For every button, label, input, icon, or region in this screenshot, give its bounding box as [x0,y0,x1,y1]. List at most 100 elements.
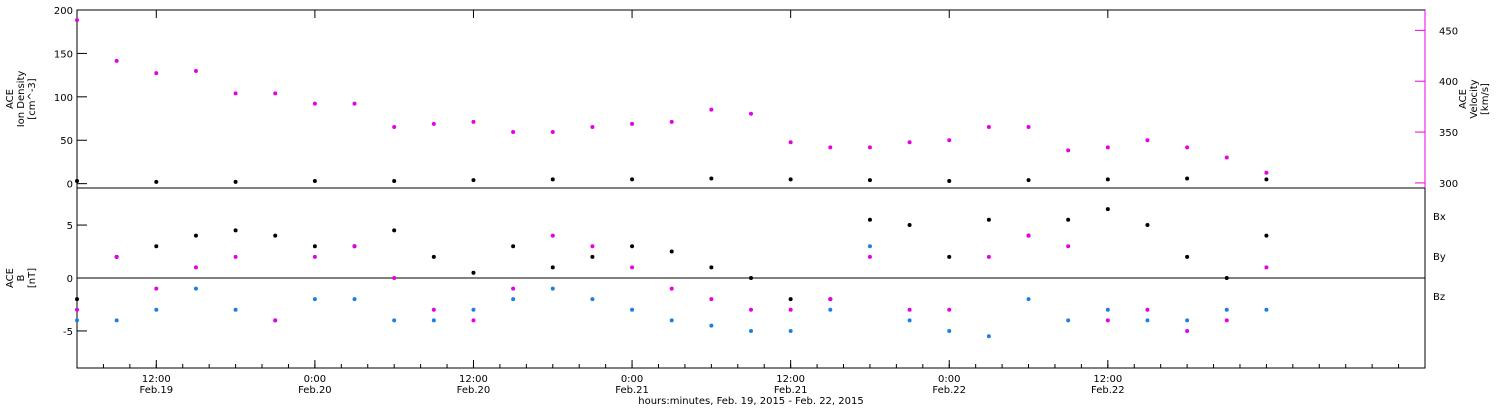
velocity-point [947,138,952,143]
bx-point [1145,223,1150,228]
velocity-point [669,119,674,124]
bz-point [1026,233,1031,238]
legend-entry: Bx [1433,212,1446,223]
bz-point [550,233,555,238]
by-point [630,307,635,312]
by-point [590,297,595,302]
bz-point [749,307,753,312]
by-point [193,286,198,291]
ion-density-point [867,178,872,183]
b-axis-axis-label-line: B [16,274,27,281]
bz-point [154,286,159,291]
density-axis-axis-label-line: [cm^-3] [27,78,38,119]
bz-point [986,254,991,259]
bx-point [867,217,872,222]
bx-point [471,270,476,275]
x-tick-label-time: 12:00 [142,374,171,385]
by-point [1185,318,1190,323]
by-point [1026,297,1031,302]
velocity-point [749,111,753,116]
velocity-point [550,130,555,135]
plot-frame [76,9,1426,369]
velocity-point [392,124,397,129]
velocity-point [1145,138,1150,143]
by-point [471,307,476,312]
velocity-point [590,124,595,129]
x-tick-label-date: Feb.21 [774,385,808,396]
bx-point [431,254,436,259]
density-axis-axis-label-line: ACE [5,89,16,109]
bz-point [947,307,952,312]
x-tick-label-date: Feb.20 [298,385,332,396]
velocity-point [511,130,516,135]
velocity-point [1185,145,1190,150]
by-point [114,318,119,323]
density-axis-tick-label: 100 [54,93,73,104]
x-tick-label-date: Feb.20 [457,385,491,396]
velocity-point [907,140,912,145]
bz-point [392,276,397,280]
by-point [867,244,872,249]
bx-point [233,228,238,233]
bz-point [352,244,357,249]
velocity-point [867,145,872,150]
by-point [907,318,912,323]
velocity-point [1026,124,1031,129]
ion-density-point [1185,176,1190,181]
ion-density-point [471,178,476,183]
bx-point [1224,276,1229,280]
legend-entry: Bz [1433,292,1445,303]
bx-point [1066,217,1071,222]
velocity-point [630,121,635,126]
bx-point [1264,233,1269,238]
bz-point [1224,318,1229,323]
bx-point [669,249,674,254]
bx-point [511,244,516,249]
bx-point [312,244,317,249]
bx-point [193,233,198,238]
velocity-axis-axis-label-line: [km/s] [1480,83,1491,115]
ion-density-point [1105,177,1110,182]
velocity-point [1066,148,1071,153]
velocity-point [154,71,159,76]
bx-point [1105,207,1110,212]
bz-point [1145,307,1150,312]
by-point [233,307,238,312]
bz-point [75,307,79,312]
x-axis-title: hours:minutes, Feb. 19, 2015 - Feb. 22, … [638,396,863,407]
velocity-point [986,124,991,129]
bx-point [749,276,753,280]
by-point [431,318,436,323]
ion-density-point [1026,178,1031,183]
bx-point [550,265,555,270]
x-tick-label-time: 0:00 [304,374,326,385]
velocity-axis-tick-label: 450 [1439,26,1458,37]
by-point [1264,307,1269,312]
density-axis-tick-label: 50 [60,136,73,147]
by-point [312,297,317,302]
velocity-axis-tick-label: 350 [1439,128,1458,139]
x-tick-label-time: 12:00 [1093,374,1122,385]
bz-point [1185,328,1190,333]
x-tick-label-date: Feb.22 [932,385,966,396]
bz-point [828,297,833,302]
b-axis-tick-label: -5 [63,327,73,338]
bz-point [788,307,793,312]
velocity-axis-axis-label-line: Velocity [1469,79,1480,118]
by-point [550,286,555,291]
x-tick-label-time: 0:00 [621,374,643,385]
velocity-point [709,107,714,112]
b-axis-axis-label-line: ACE [5,268,16,288]
b-axis-tick-label: 5 [67,221,73,232]
by-point [511,297,516,302]
velocity-point [431,121,436,126]
bz-point [511,286,516,291]
legend-entry: By [1433,252,1446,263]
bz-point [1105,318,1110,323]
bz-point [669,286,674,291]
bz-point [1264,265,1269,270]
by-point [709,323,714,328]
bz-point [114,254,119,259]
by-point [352,297,357,302]
